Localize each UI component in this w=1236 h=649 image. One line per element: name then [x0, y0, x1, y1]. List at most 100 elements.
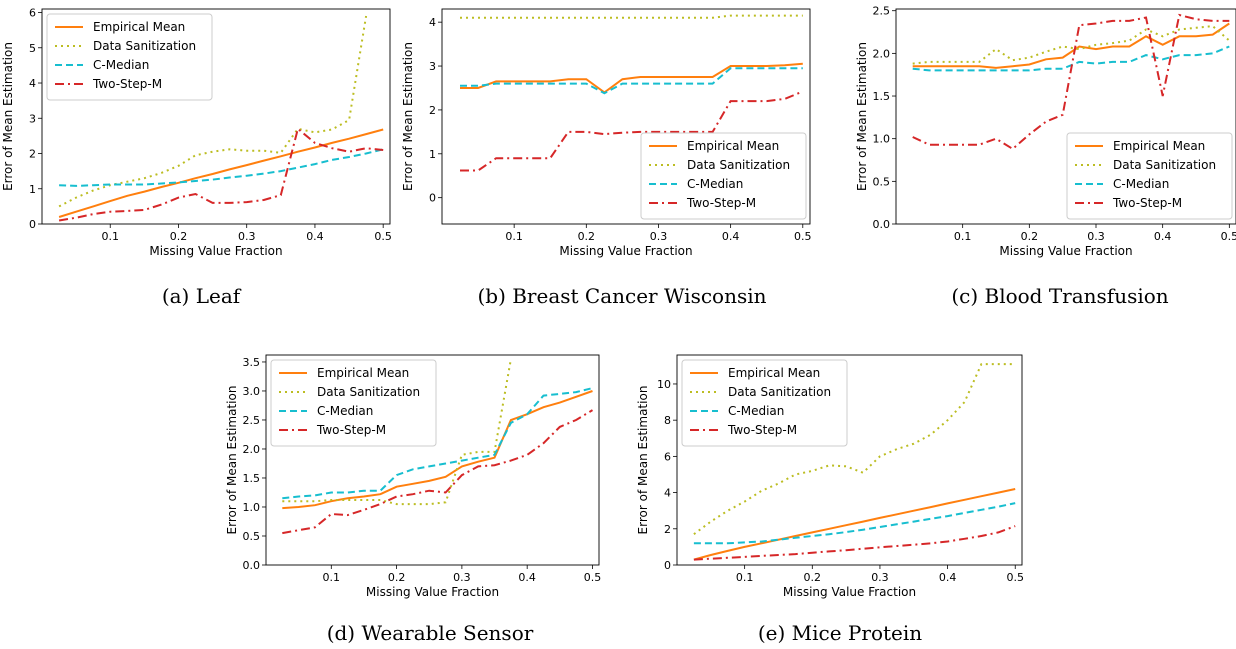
x-tick-label: 0.3 — [871, 571, 889, 584]
axes-frame — [41, 8, 391, 225]
chart-caption: (e) Mice Protein — [758, 621, 922, 645]
x-tick-label: 0.5 — [374, 230, 392, 243]
y-tick-label: 6 — [29, 7, 36, 20]
series-line-empirical-mean — [460, 62, 803, 94]
x-tick-label: 0.2 — [578, 230, 596, 243]
y-tick-label: 3 — [29, 112, 36, 125]
series-line-two-step-m — [693, 525, 1016, 561]
axes-frame — [441, 8, 811, 225]
x-tick-label: 0.1 — [954, 230, 972, 243]
chart-caption: (d) Wearable Sensor — [327, 621, 534, 645]
y-tick-label: 0.5 — [873, 175, 891, 188]
series-line-data-sanitization — [282, 358, 512, 506]
y-tick-label: 2.0 — [873, 47, 891, 60]
x-axis-label: Missing Value Fraction — [366, 585, 499, 599]
y-tick-label: 0.0 — [243, 559, 261, 572]
legend: Empirical Mean Data Sanitization C-Median T… — [270, 359, 437, 447]
chart-panel-2: 0.1 0.2 0.3 0.4 0.5 0 1 2 3 4 Missing Value Fracti… — [401, 8, 812, 308]
series-line-c-median — [59, 148, 384, 187]
x-tick-label: 0.4 — [1154, 230, 1172, 243]
y-axis-label: Error of Mean Estimation — [636, 386, 650, 535]
plot-area — [460, 14, 804, 172]
legend: Empirical Mean Data Sanitization C-Median T… — [640, 132, 807, 220]
y-tick-label: 1.5 — [873, 90, 891, 103]
y-tick-label: 2.0 — [243, 443, 261, 456]
legend-label: Data Sanitization — [728, 385, 831, 399]
legend-label: Two-Step-M — [316, 423, 386, 437]
legend-label: Data Sanitization — [1113, 158, 1216, 172]
y-tick-label: 0.0 — [873, 218, 891, 231]
y-tick-label: 2 — [664, 523, 671, 536]
axes-frame — [895, 8, 1236, 225]
legend-label: Data Sanitization — [317, 385, 420, 399]
axes-frame — [676, 354, 1023, 566]
plot-area — [58, 15, 384, 222]
legend: Empirical Mean Data Sanitization C-Median T… — [681, 359, 848, 447]
x-tick-label: 0.5 — [1221, 230, 1236, 243]
legend-label: C-Median — [728, 404, 784, 418]
x-tick-label: 0.1 — [101, 230, 119, 243]
plot-area — [282, 358, 594, 535]
legend-label: Two-Step-M — [92, 77, 162, 91]
plot-area — [912, 13, 1230, 151]
legend-label: Empirical Mean — [1113, 139, 1205, 153]
y-tick-label: 1 — [429, 148, 436, 161]
y-tick-label: 2.5 — [243, 414, 261, 427]
y-tick-label: 1.0 — [243, 501, 261, 514]
x-tick-label: 0.2 — [804, 571, 822, 584]
y-tick-label: 2 — [29, 148, 36, 161]
legend-label: Empirical Mean — [687, 139, 779, 153]
x-tick-label: 0.5 — [794, 230, 812, 243]
y-axis-label: Error of Mean Estimation — [1, 42, 15, 191]
y-tick-label: 4 — [429, 16, 436, 29]
series-line-empirical-mean — [693, 488, 1016, 561]
chart-caption: (c) Blood Transfusion — [951, 284, 1168, 308]
x-tick-label: 0.4 — [306, 230, 324, 243]
x-axis-label: Missing Value Fraction — [149, 244, 282, 258]
y-tick-label: 0 — [29, 218, 36, 231]
x-axis-label: Missing Value Fraction — [999, 244, 1132, 258]
x-tick-label: 0.4 — [518, 571, 536, 584]
legend-box — [681, 359, 848, 447]
legend-label: Two-Step-M — [686, 196, 756, 210]
y-tick-label: 0 — [664, 559, 671, 572]
series-line-data-sanitization — [912, 25, 1230, 65]
chart-panel-1: 0.1 0.2 0.3 0.4 0.5 0 1 2 3 4 5 6 Missing Value Frac… — [1, 7, 392, 308]
legend-label: Empirical Mean — [728, 366, 820, 380]
legend-label: Data Sanitization — [93, 39, 196, 53]
x-tick-label: 0.1 — [323, 571, 341, 584]
legend-label: Empirical Mean — [93, 20, 185, 34]
series-line-empirical-mean — [282, 390, 593, 510]
chart-caption: (b) Breast Cancer Wisconsin — [477, 284, 766, 308]
y-tick-label: 2 — [429, 104, 436, 117]
x-tick-label: 0.4 — [722, 230, 740, 243]
y-tick-label: 8 — [664, 414, 671, 427]
y-tick-label: 0 — [429, 192, 436, 205]
plot-area — [693, 363, 1016, 561]
y-tick-label: 2.5 — [873, 5, 891, 18]
y-tick-label: 3.0 — [243, 385, 261, 398]
chart-caption: (a) Leaf — [162, 284, 242, 308]
y-tick-label: 1 — [29, 183, 36, 196]
series-line-two-step-m — [912, 13, 1230, 151]
y-tick-label: 4 — [29, 77, 36, 90]
y-tick-label: 4 — [664, 487, 671, 500]
legend-label: C-Median — [1113, 177, 1169, 191]
x-tick-label: 0.3 — [453, 571, 471, 584]
legend-label: C-Median — [93, 58, 149, 72]
x-tick-label: 0.1 — [736, 571, 754, 584]
legend: Empirical Mean Data Sanitization C-Median T… — [1066, 132, 1233, 220]
legend: Empirical Mean Data Sanitization C-Median T… — [46, 13, 213, 101]
series-line-c-median — [693, 502, 1016, 545]
y-tick-label: 3.5 — [243, 356, 261, 369]
series-line-empirical-mean — [912, 22, 1230, 69]
series-line-empirical-mean — [58, 128, 384, 218]
y-tick-label: 5 — [29, 42, 36, 55]
x-tick-label: 0.2 — [1021, 230, 1039, 243]
x-tick-label: 0.3 — [1087, 230, 1105, 243]
y-axis-label: Error of Mean Estimation — [855, 42, 869, 191]
chart-panel-3: 0.1 0.2 0.3 0.4 0.5 0.0 0.5 1.0 1.5 2.0 2.5 Missing… — [855, 5, 1236, 308]
legend-label: Two-Step-M — [727, 423, 797, 437]
x-tick-label: 0.1 — [505, 230, 523, 243]
legend-label: Empirical Mean — [317, 366, 409, 380]
